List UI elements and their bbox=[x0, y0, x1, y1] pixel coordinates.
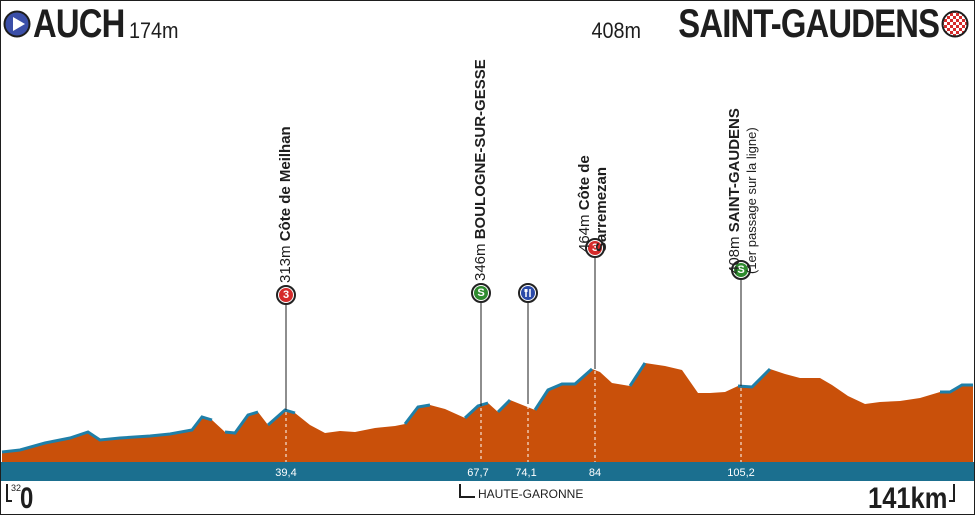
label-sarremezan-name: Côte de bbox=[576, 155, 593, 211]
road-band bbox=[1, 462, 974, 481]
department-label: HAUTE-GARONNE bbox=[478, 487, 584, 501]
finish-header: 408m SAINT-GAUDENS bbox=[586, 4, 969, 44]
km-label-3: 74,1 bbox=[515, 467, 536, 479]
terrain-ridge bbox=[1, 362, 973, 454]
sprint-badge-boulogne: S bbox=[471, 283, 491, 303]
label-saint-gaudens: 408m SAINT-GAUDENS (1er passage sur la l… bbox=[726, 108, 760, 274]
marker-lines bbox=[285, 258, 742, 410]
km-label-1: 39,4 bbox=[275, 467, 296, 479]
label-meilhan: 313m Côte de Meilhan bbox=[277, 126, 294, 283]
climb-badge-sarremezan: 3 bbox=[585, 238, 605, 258]
climb-category: 3 bbox=[279, 288, 293, 302]
finish-flag-icon bbox=[941, 10, 969, 38]
fork-knife-icon bbox=[521, 286, 535, 300]
start-play-icon bbox=[3, 10, 31, 38]
end-tick bbox=[949, 484, 955, 502]
marker-dashes bbox=[285, 371, 742, 462]
start-distance: 0 bbox=[20, 482, 34, 515]
department-marker bbox=[459, 484, 475, 498]
label-sarremezan: 464m Côte de Sarremezan bbox=[576, 155, 610, 252]
label-meilhan-alt: 313m bbox=[277, 245, 294, 283]
terrain-area bbox=[2, 363, 973, 462]
label-sg-name: SAINT-GAUDENS bbox=[726, 108, 743, 233]
climb-badge-meilhan: 3 bbox=[276, 285, 296, 305]
start-city: AUCH bbox=[33, 2, 125, 46]
start-header: AUCH 174m bbox=[3, 4, 184, 44]
label-sg-alt: 408m bbox=[726, 236, 743, 274]
feed-zone-badge bbox=[518, 283, 538, 303]
start-small-label: 32 bbox=[11, 483, 22, 493]
label-boulogne: 346m BOULOGNE-SUR-GESSE bbox=[472, 59, 489, 281]
start-tick bbox=[6, 484, 12, 502]
finish-city: SAINT-GAUDENS bbox=[678, 2, 940, 46]
km-label-5: 105,2 bbox=[727, 467, 755, 479]
label-boulogne-alt: 346m bbox=[472, 243, 489, 281]
climb-category: 3 bbox=[588, 241, 602, 255]
label-meilhan-name: Côte de Meilhan bbox=[277, 126, 294, 242]
sprint-symbol: S bbox=[474, 286, 488, 300]
label-boulogne-name: BOULOGNE-SUR-GESSE bbox=[472, 59, 489, 240]
label-sarremezan-line2: Sarremezan bbox=[593, 166, 610, 252]
label-sg-line2: (1er passage sur la ligne) bbox=[744, 127, 759, 274]
start-altitude: 174m bbox=[128, 18, 179, 43]
end-distance: 141km bbox=[867, 482, 947, 515]
sprint-symbol: S bbox=[734, 263, 748, 277]
sprint-badge-saint-gaudens: S bbox=[731, 260, 751, 280]
label-sarremezan-alt: 464m bbox=[576, 214, 593, 252]
km-label-4: 84 bbox=[589, 467, 601, 479]
km-label-2: 67,7 bbox=[467, 467, 488, 479]
finish-altitude: 408m bbox=[591, 18, 641, 43]
